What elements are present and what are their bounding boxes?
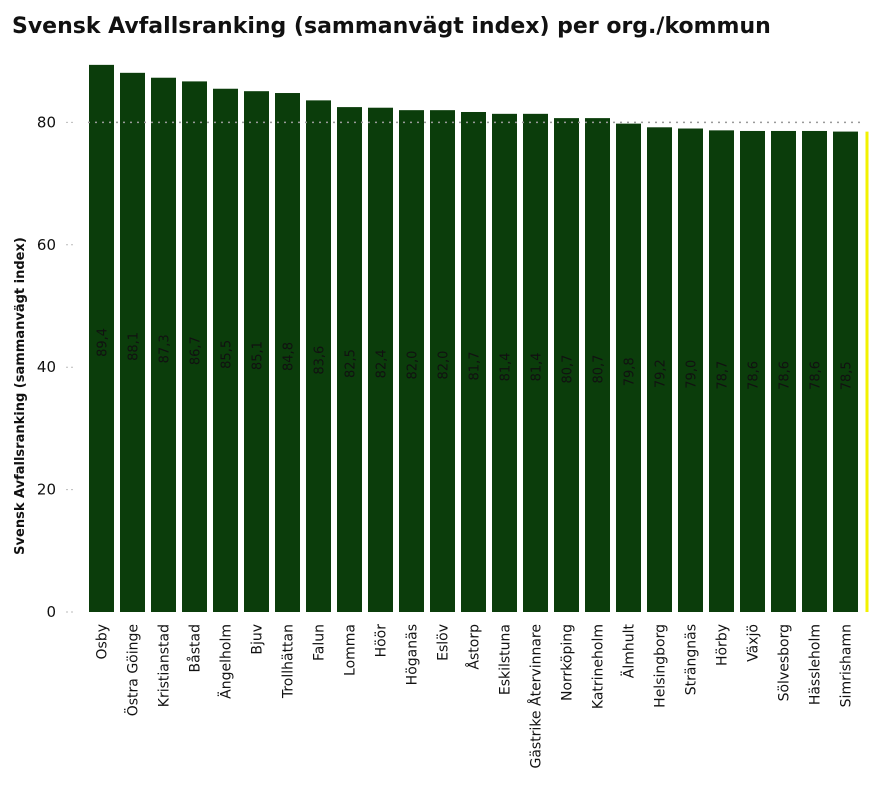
bar <box>616 123 641 613</box>
bar <box>89 64 114 612</box>
y-tick-label: 60 <box>37 236 56 254</box>
bar <box>833 131 858 612</box>
bar-value-label: 82,0 <box>406 351 421 380</box>
bar <box>585 118 610 612</box>
category-label: Katrineholm <box>591 624 607 709</box>
bar-value-label: 82,5 <box>344 349 359 378</box>
bar-value-label: 88,1 <box>127 332 142 361</box>
category-label: Lomma <box>343 624 359 676</box>
category-label: Ängelholm <box>217 624 235 699</box>
bar-value-label: 78,5 <box>840 361 855 390</box>
bar-value-label: 81,4 <box>530 352 545 381</box>
category-label: Kristianstad <box>157 624 173 707</box>
bar <box>771 130 796 612</box>
category-label: Strängnäs <box>684 624 700 695</box>
bar <box>523 113 548 612</box>
bar <box>337 107 362 612</box>
chart-title: Svensk Avfallsranking (sammanvägt index)… <box>12 14 771 39</box>
category-label: Östra Göinge <box>124 624 142 716</box>
bar <box>709 130 734 612</box>
category-label: Eskilstuna <box>498 624 514 695</box>
bar <box>492 113 517 612</box>
bar <box>213 88 238 613</box>
bar-value-label: 82,0 <box>437 351 452 380</box>
category-label: Höör <box>374 624 390 658</box>
y-axis-label: Svensk Avfallsranking (sammanvägt index) <box>13 237 28 555</box>
bar <box>182 81 207 612</box>
bar <box>678 128 703 612</box>
category-label: Hörby <box>715 624 731 666</box>
category-label: Gästrike Återvinnare <box>528 624 545 769</box>
bar <box>461 111 486 612</box>
bar-value-label: 79,2 <box>654 359 669 388</box>
bar-value-label: 78,6 <box>778 361 793 390</box>
bar <box>368 107 393 612</box>
y-tick-label: 20 <box>37 481 56 499</box>
bar-value-label: 81,7 <box>468 352 483 381</box>
category-label: Höganäs <box>405 624 421 685</box>
bar <box>244 91 269 613</box>
bar <box>802 130 827 612</box>
category-label: Sölvesborg <box>777 624 793 701</box>
bar-value-label: 83,6 <box>313 346 328 375</box>
category-label: Osby <box>95 624 111 660</box>
bar-value-label: 85,1 <box>251 341 266 370</box>
bar <box>554 118 579 612</box>
y-tick-label: 80 <box>37 113 56 131</box>
category-label: Falun <box>312 624 328 661</box>
bar <box>306 100 331 613</box>
category-label: Simrishamn <box>839 624 855 707</box>
bar <box>647 127 672 613</box>
category-label: Norrköping <box>560 624 576 701</box>
bar-value-label: 78,6 <box>809 361 824 390</box>
bar-value-label: 79,0 <box>685 360 700 389</box>
category-label: Bjuv <box>250 624 266 655</box>
category-label: Hässleholm <box>808 624 824 705</box>
bar-value-label: 82,4 <box>375 349 390 378</box>
category-label: Trollhättan <box>281 624 297 699</box>
y-tick-label: 0 <box>46 603 56 621</box>
bar-value-label: 85,5 <box>220 340 235 369</box>
bar <box>120 72 145 612</box>
bar-value-label: 80,7 <box>561 355 576 384</box>
category-label: Åstorp <box>466 624 483 670</box>
bar <box>275 93 300 613</box>
bar-value-label: 80,7 <box>592 355 607 384</box>
category-label: Båstad <box>187 624 204 672</box>
category-label: Helsingborg <box>653 624 669 708</box>
y-tick-label: 40 <box>37 358 56 376</box>
bar-value-label: 78,6 <box>747 361 762 390</box>
category-label: Växjö <box>746 624 762 662</box>
category-label: Eslöv <box>436 624 452 661</box>
bar-value-label: 81,4 <box>499 352 514 381</box>
bar <box>740 130 765 612</box>
bar-value-label: 89,4 <box>96 328 111 357</box>
bar-value-label: 86,7 <box>189 336 204 365</box>
bar <box>399 110 424 612</box>
bar <box>430 110 455 612</box>
bar-value-label: 84,8 <box>282 342 297 371</box>
category-label: Älmhult <box>620 623 638 678</box>
bar-value-label: 79,8 <box>623 357 638 386</box>
bar-value-label: 87,3 <box>158 334 173 363</box>
bar-value-label: 78,7 <box>716 361 731 390</box>
bar <box>151 77 176 612</box>
